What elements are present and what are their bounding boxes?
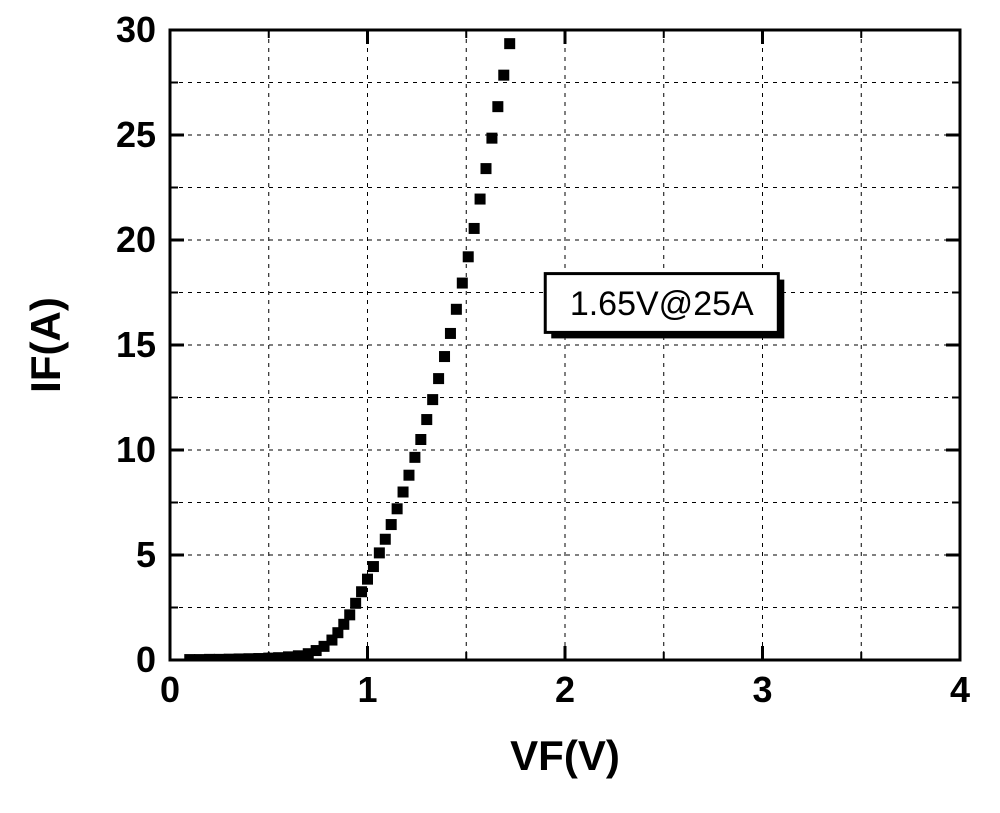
data-point xyxy=(293,650,304,661)
data-point xyxy=(344,609,355,620)
y-tick-label: 5 xyxy=(136,534,156,575)
data-point xyxy=(392,503,403,514)
data-point xyxy=(498,70,509,81)
y-tick-label: 30 xyxy=(116,9,156,50)
data-point xyxy=(445,328,456,339)
y-tick-label: 15 xyxy=(116,324,156,365)
data-point xyxy=(486,133,497,144)
data-point xyxy=(475,194,486,205)
x-tick-label: 1 xyxy=(357,669,377,710)
y-axis-label: IF(A) xyxy=(22,297,69,393)
data-point xyxy=(380,534,391,545)
x-tick-label: 4 xyxy=(950,669,970,710)
data-point xyxy=(415,434,426,445)
annotation-text: 1.65V@25A xyxy=(570,285,754,323)
x-tick-label: 2 xyxy=(555,669,575,710)
data-point xyxy=(403,470,414,481)
data-point xyxy=(427,394,438,405)
iv-curve-chart: 0 1 2 3 4 0 5 10 15 20 25 30 VF(V) IF(A) 1.65V@25A xyxy=(0,0,1000,813)
x-tick-label: 3 xyxy=(752,669,772,710)
data-point xyxy=(504,38,515,49)
data-point xyxy=(421,414,432,425)
chart-svg: 0 1 2 3 4 0 5 10 15 20 25 30 VF(V) IF(A) 1.65V@25A xyxy=(0,0,1000,813)
data-point xyxy=(481,163,492,174)
data-point xyxy=(451,304,462,315)
y-tick-label: 10 xyxy=(116,429,156,470)
data-point xyxy=(409,452,420,463)
data-point xyxy=(386,519,397,530)
data-point xyxy=(338,619,349,630)
data-point xyxy=(374,547,385,558)
y-tick-label: 0 xyxy=(136,639,156,680)
data-point xyxy=(463,251,474,262)
y-tick-label: 20 xyxy=(116,219,156,260)
data-point xyxy=(398,487,409,498)
y-tick-label: 25 xyxy=(116,114,156,155)
data-point xyxy=(433,373,444,384)
data-point xyxy=(439,351,450,362)
x-tick-label: 0 xyxy=(160,669,180,710)
data-point xyxy=(368,561,379,572)
data-point xyxy=(457,278,468,289)
data-point xyxy=(492,101,503,112)
data-point xyxy=(362,574,373,585)
data-point xyxy=(350,598,361,609)
data-point xyxy=(356,586,367,597)
data-point xyxy=(469,223,480,234)
x-axis-label: VF(V) xyxy=(510,732,620,779)
